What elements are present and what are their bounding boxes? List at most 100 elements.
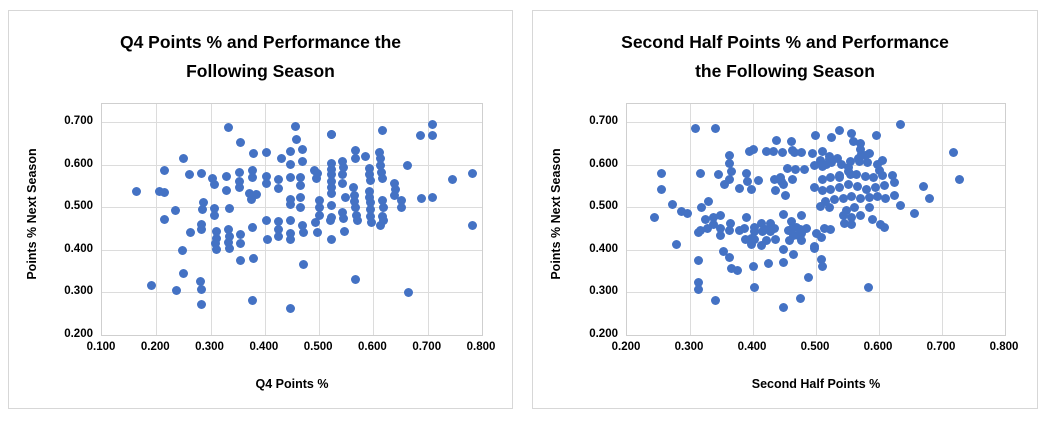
data-point bbox=[225, 231, 235, 241]
data-point bbox=[325, 215, 335, 225]
data-point bbox=[747, 184, 757, 194]
data-point bbox=[889, 177, 899, 187]
data-point bbox=[297, 221, 307, 231]
data-point bbox=[865, 202, 875, 212]
data-point bbox=[817, 255, 827, 265]
chart-card-q4[interactable]: Q4 Points % and Performance the Followin… bbox=[8, 10, 513, 409]
y-gridline bbox=[627, 121, 1005, 123]
y-tick-label: 0.700 bbox=[64, 114, 93, 127]
data-point bbox=[704, 196, 714, 206]
y-tick-label: 0.200 bbox=[589, 328, 618, 340]
x-tick-label: 0.400 bbox=[737, 341, 767, 353]
data-point bbox=[351, 146, 360, 156]
data-point bbox=[809, 243, 819, 253]
data-point bbox=[197, 224, 207, 234]
x-gridline bbox=[427, 104, 429, 335]
data-point bbox=[210, 239, 220, 249]
data-point bbox=[273, 184, 283, 194]
data-point bbox=[375, 160, 385, 170]
data-point bbox=[827, 158, 837, 168]
data-point bbox=[762, 236, 772, 246]
data-point bbox=[832, 154, 842, 164]
plot-area[interactable] bbox=[626, 103, 1006, 336]
data-point bbox=[740, 235, 750, 245]
data-point bbox=[740, 223, 750, 233]
data-point bbox=[650, 213, 660, 223]
data-point bbox=[273, 174, 283, 184]
x-tick-label: 0.600 bbox=[863, 341, 893, 353]
data-point bbox=[209, 211, 219, 221]
data-point bbox=[326, 170, 336, 180]
data-point bbox=[656, 169, 666, 179]
y-gridline bbox=[627, 292, 1005, 294]
chart-card-second-half[interactable]: Second Half Points % and Performance the… bbox=[532, 10, 1038, 409]
data-point bbox=[843, 167, 853, 177]
data-point bbox=[793, 231, 803, 241]
data-point bbox=[427, 119, 437, 129]
data-point bbox=[919, 182, 929, 192]
y-tick-label: 0.400 bbox=[64, 242, 93, 255]
data-point bbox=[326, 201, 336, 211]
data-point bbox=[851, 169, 861, 179]
data-point bbox=[757, 218, 767, 228]
data-point bbox=[312, 173, 322, 183]
data-point bbox=[769, 174, 779, 184]
data-point bbox=[365, 192, 375, 202]
data-point bbox=[273, 217, 283, 227]
data-point bbox=[703, 224, 713, 234]
y-tick-label: 0.500 bbox=[589, 200, 618, 213]
data-point bbox=[876, 220, 886, 230]
data-point bbox=[195, 276, 205, 286]
x-tick-label: 0.800 bbox=[466, 341, 496, 353]
data-point bbox=[311, 217, 321, 227]
data-point bbox=[248, 295, 258, 305]
data-point bbox=[694, 256, 704, 266]
data-point bbox=[818, 146, 828, 156]
data-point bbox=[337, 157, 347, 167]
data-point bbox=[377, 174, 387, 184]
data-point bbox=[803, 273, 813, 283]
data-point bbox=[364, 186, 374, 196]
data-point bbox=[865, 193, 875, 203]
y-tick-label: 0.300 bbox=[64, 285, 93, 298]
data-point bbox=[788, 249, 798, 259]
x-axis-title: Q4 Points % bbox=[255, 377, 329, 391]
data-point bbox=[352, 216, 362, 226]
data-point bbox=[366, 211, 376, 221]
data-point bbox=[337, 208, 347, 218]
data-point bbox=[796, 294, 806, 304]
data-point bbox=[296, 192, 306, 202]
data-point bbox=[779, 180, 789, 190]
data-point bbox=[211, 234, 221, 244]
x-gridline bbox=[156, 104, 158, 335]
plot-area[interactable] bbox=[101, 103, 483, 336]
data-point bbox=[822, 160, 832, 170]
data-point bbox=[225, 244, 235, 254]
data-point bbox=[695, 225, 705, 235]
data-point bbox=[753, 176, 763, 186]
data-point bbox=[234, 167, 244, 177]
data-point bbox=[797, 148, 806, 158]
data-point bbox=[955, 174, 965, 184]
data-point bbox=[693, 278, 703, 288]
data-point bbox=[236, 229, 246, 239]
x-tick-label: 0.300 bbox=[195, 341, 224, 353]
data-point bbox=[779, 210, 789, 220]
data-point bbox=[870, 183, 880, 193]
data-point bbox=[716, 231, 726, 241]
data-point bbox=[835, 183, 845, 193]
data-point bbox=[854, 154, 864, 164]
data-point bbox=[835, 170, 845, 180]
data-point bbox=[771, 235, 781, 245]
data-point bbox=[817, 175, 827, 185]
x-gridline bbox=[690, 104, 691, 335]
data-point bbox=[389, 179, 399, 189]
data-point bbox=[352, 210, 362, 220]
data-point bbox=[197, 219, 207, 229]
y-gridline bbox=[102, 249, 482, 251]
data-point bbox=[815, 202, 825, 212]
x-tick-label: 0.200 bbox=[140, 341, 170, 353]
data-point bbox=[185, 228, 195, 238]
data-point bbox=[825, 225, 835, 235]
data-point bbox=[733, 265, 743, 275]
